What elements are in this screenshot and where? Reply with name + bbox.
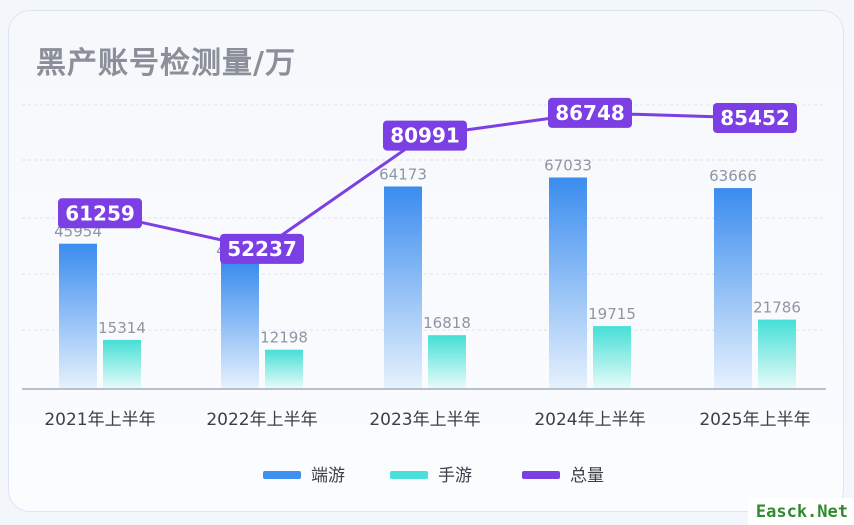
x-tick-label: 2022年上半年 xyxy=(206,410,317,430)
bar-mobile xyxy=(593,326,631,388)
total-point-badge xyxy=(220,233,304,264)
x-tick-label: 2025年上半年 xyxy=(699,410,810,430)
bar-value-label: 67033 xyxy=(544,157,592,175)
bar-value-label: 12198 xyxy=(260,329,308,347)
bar-mobile xyxy=(103,339,141,388)
chart-card xyxy=(8,10,844,512)
bar-pc xyxy=(714,188,752,388)
chart-title: 黑产账号检测量/万 xyxy=(36,46,296,81)
legend-total-label: 总量 xyxy=(570,466,604,486)
bar-pc xyxy=(384,186,422,388)
bar-mobile xyxy=(428,335,466,388)
total-value-label: 52237 xyxy=(227,237,297,261)
bar-value-label: 19715 xyxy=(588,305,636,323)
x-tick-label: 2023年上半年 xyxy=(369,410,480,430)
total-point-badge xyxy=(548,97,632,128)
legend-mobile-swatch xyxy=(390,471,428,479)
total-value-label: 61259 xyxy=(65,201,135,225)
x-tick-label: 2024年上半年 xyxy=(534,410,645,430)
bar-mobile xyxy=(758,319,796,388)
bar-value-label: 64173 xyxy=(379,165,427,183)
total-value-label: 80991 xyxy=(390,124,460,148)
watermark: Easck.Net xyxy=(747,498,854,525)
x-tick-label: 2021年上半年 xyxy=(44,410,155,430)
total-point-badge xyxy=(383,120,467,151)
legend-pc-label: 端游 xyxy=(311,466,345,486)
legend-pc-swatch xyxy=(263,471,301,479)
bar-mobile xyxy=(265,349,303,388)
bar-value-label: 21786 xyxy=(753,299,801,317)
total-point-badge xyxy=(713,103,797,134)
bar-value-label: 16818 xyxy=(423,314,471,332)
legend-mobile-label: 手游 xyxy=(438,466,472,486)
bar-pc xyxy=(59,243,97,388)
legend-total-swatch xyxy=(522,471,560,479)
total-value-label: 85452 xyxy=(720,106,790,130)
total-point-badge xyxy=(58,198,142,229)
bar-pc xyxy=(549,177,587,388)
bar-value-label: 63666 xyxy=(709,167,757,185)
bar-pc xyxy=(221,262,259,388)
total-value-label: 86748 xyxy=(555,101,625,125)
bar-value-label: 15314 xyxy=(98,319,146,337)
